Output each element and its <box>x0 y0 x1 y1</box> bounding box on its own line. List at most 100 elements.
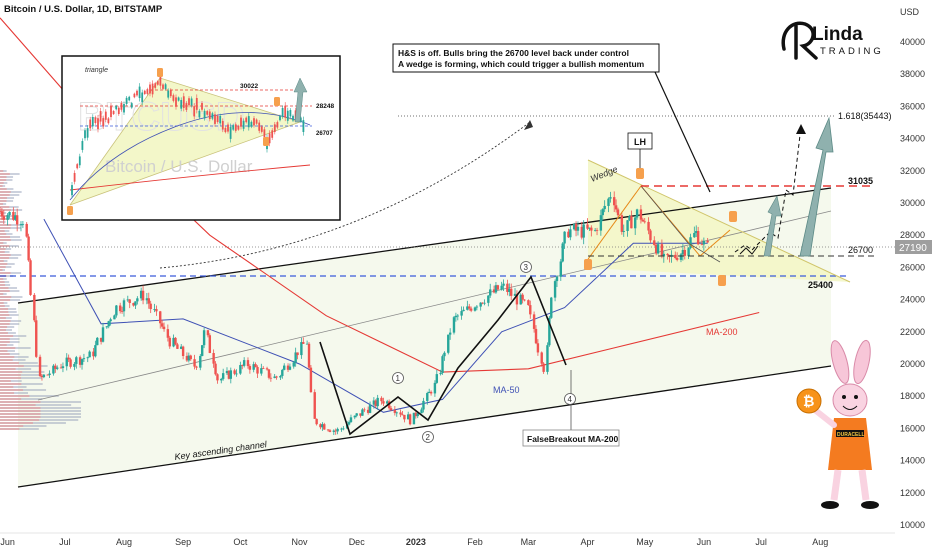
wave-marker-2: 2 <box>422 431 434 443</box>
inset-candle-body <box>102 118 105 127</box>
candle-body <box>181 346 185 356</box>
inset-level-26707-label: 26707 <box>316 131 333 137</box>
candle-body <box>662 253 666 257</box>
time-axis[interactable]: Jun Jul Aug Sep Oct Nov Dec 2023 Feb Mar Apr May Jun… <box>0 537 828 547</box>
candle-body <box>260 368 263 374</box>
volume-bar-sell <box>0 401 41 403</box>
volume-bar-sell <box>0 170 4 172</box>
y-tick-label: 36000 <box>900 101 925 111</box>
candle-body <box>305 343 309 345</box>
candle-body <box>666 253 669 256</box>
candle-body <box>653 240 656 245</box>
candle-body <box>620 215 624 232</box>
candle-body <box>521 294 524 300</box>
candle-body <box>412 412 416 425</box>
x-tick-label: Jul <box>59 537 71 547</box>
price-axis[interactable]: 10000 12000 14000 16000 18000 20000 22000 24000… <box>900 37 925 530</box>
inset-marker-1 <box>157 68 163 77</box>
candle-body <box>56 367 59 369</box>
inset-candle-body <box>292 115 294 121</box>
volume-bar-sell <box>0 329 6 331</box>
inset-marker-2 <box>67 206 73 215</box>
candle-body <box>118 305 122 312</box>
inset-candle-body <box>190 98 193 106</box>
candle-body <box>622 231 625 232</box>
candle-body <box>695 231 698 233</box>
candle-body <box>529 305 532 315</box>
inset-candle-body <box>146 89 149 94</box>
candle-body <box>309 367 313 393</box>
candle-body <box>33 294 36 321</box>
inset-candle-body <box>188 98 190 106</box>
candle-body <box>269 377 273 379</box>
candle-body <box>513 293 517 296</box>
inset-candle-body <box>224 127 227 133</box>
inset-candle-body <box>284 105 287 118</box>
inset-candle-body <box>138 86 141 99</box>
inset-candle-body <box>273 124 276 133</box>
candle-body <box>15 215 19 225</box>
y-tick-label: 34000 <box>900 134 925 144</box>
candle-body <box>616 209 620 216</box>
x-tick-label: Nov <box>291 537 308 547</box>
currency-label: USD <box>900 7 920 17</box>
candle-body <box>332 430 336 432</box>
volume-bar-sell <box>0 185 3 187</box>
candle-body <box>656 244 660 254</box>
candle-body <box>374 400 377 407</box>
inset-level-28248-label: 28248 <box>316 103 334 110</box>
y-tick-label: 26000 <box>900 262 925 272</box>
inset-candle-body <box>115 105 118 110</box>
svg-text:2: 2 <box>426 433 431 442</box>
candle-body <box>580 226 583 238</box>
channel-lower-line <box>17 365 832 488</box>
candle-body <box>8 211 11 216</box>
candle-body <box>147 298 150 304</box>
inset-ma-200 <box>69 164 311 191</box>
inset-candle-body <box>149 84 151 94</box>
volume-bar-sell <box>0 419 40 421</box>
inset-candle-body <box>117 107 120 115</box>
candle-body <box>153 309 156 310</box>
mascot-leg-right <box>858 469 870 501</box>
wave-marker-3: 3 <box>520 261 532 273</box>
inset-watermark: Bitcoin / U.S. Dollar <box>105 157 253 176</box>
candle-body <box>681 249 685 255</box>
level-31035-label: 31035 <box>848 176 873 186</box>
candle-body <box>407 414 410 420</box>
candle-body <box>401 414 404 416</box>
candle-body <box>134 301 137 306</box>
annotation-line-2: A wedge is forming, which could trigger … <box>398 59 645 69</box>
candle-body <box>702 240 706 245</box>
candle-body <box>323 424 326 430</box>
candle-body <box>494 285 498 293</box>
mascot-foot-right <box>861 501 879 509</box>
candle-body <box>0 211 2 212</box>
candle-body <box>393 410 397 413</box>
candle-body <box>166 329 170 338</box>
candle-body <box>300 342 303 356</box>
chart-title: Bitcoin / U.S. Dollar, 1D, BITSTAMP <box>4 4 163 15</box>
candle-body <box>279 375 282 378</box>
candle-body <box>19 224 23 225</box>
candle-body <box>420 409 423 414</box>
wave-marker-4: 4 <box>564 393 576 405</box>
volume-bar-sell <box>0 383 22 385</box>
volume-bar-sell <box>0 350 8 352</box>
volume-bar-sell <box>0 290 10 292</box>
price-axis-strip <box>895 0 932 550</box>
volume-bar-sell <box>0 392 15 394</box>
inset-candle-body <box>133 93 136 98</box>
candle-body <box>59 367 63 369</box>
candle-body <box>328 430 332 432</box>
candle-body <box>342 428 345 430</box>
candle-body <box>122 300 126 312</box>
inset-candle-body <box>123 103 125 113</box>
y-tick-label: 28000 <box>900 230 925 240</box>
inset-candle-body <box>91 116 94 127</box>
candle-body <box>414 412 418 417</box>
candle-body <box>452 317 456 333</box>
volume-bar-sell <box>0 296 12 298</box>
x-tick-label: Mar <box>521 537 537 547</box>
